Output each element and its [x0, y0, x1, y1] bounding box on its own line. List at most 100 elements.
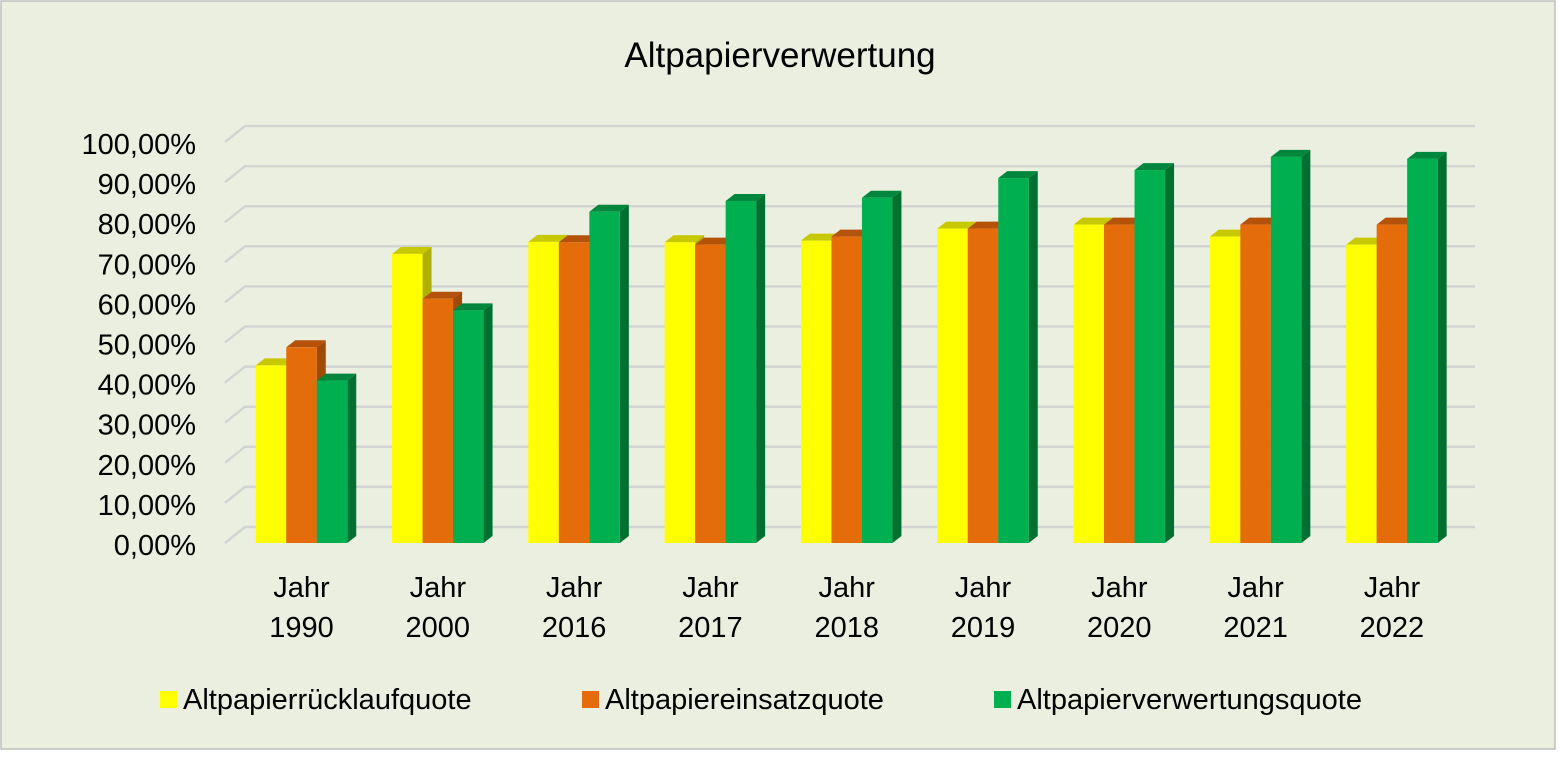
bar-top: [255, 358, 296, 366]
gridlines: [224, 124, 1475, 544]
bar-top: [695, 237, 735, 245]
legend-item: Altpapierverwertungsquote: [994, 684, 1362, 716]
bar: [589, 204, 629, 544]
bar-side: [1301, 149, 1311, 543]
bar-top: [1346, 237, 1386, 245]
legend-item: Altpapiereinsatzquote: [582, 684, 884, 716]
x-tick-label: Jahr: [955, 572, 1012, 604]
x-tick-label: 2021: [1223, 612, 1288, 644]
bar-top: [392, 246, 432, 254]
x-tick-label: 2017: [678, 612, 743, 644]
legend-label: Altpapierverwertungsquote: [1017, 684, 1362, 716]
bar-front: [1073, 224, 1105, 543]
bar: [725, 193, 766, 543]
gridline: [224, 525, 1475, 544]
y-tick-label: 80,00%: [98, 209, 196, 241]
bar-top: [861, 190, 902, 198]
bar-front: [255, 365, 287, 543]
bar-top: [831, 229, 871, 237]
x-tick-label: 2020: [1087, 612, 1152, 644]
legend-swatch: [994, 691, 1011, 708]
x-tick-label: 2000: [406, 612, 471, 644]
gridline: [224, 325, 1475, 344]
bar-top: [725, 193, 766, 201]
bar-front: [800, 240, 832, 543]
x-tick-label: Jahr: [682, 572, 739, 604]
bar-front: [861, 197, 893, 543]
legend-item: Altpapierrücklaufquote: [160, 684, 472, 716]
legend: Altpapierrücklaufquote Altpapiereinsatzqu…: [160, 684, 1362, 716]
bar: [998, 171, 1038, 543]
x-tick-label: 2019: [951, 612, 1016, 644]
bar-top: [998, 171, 1038, 179]
bar-side: [1437, 151, 1447, 544]
gridline: [224, 124, 1475, 143]
y-tick-label: 50,00%: [98, 330, 196, 362]
x-tick-label: 2022: [1360, 612, 1425, 644]
bar-top: [422, 291, 463, 299]
gridline: [224, 204, 1475, 224]
bar-front: [664, 242, 696, 543]
y-tick-label: 90,00%: [98, 169, 196, 201]
bar-front: [725, 200, 757, 543]
x-tick-label: 2018: [814, 612, 879, 644]
x-tick-label: 1990: [269, 612, 334, 644]
y-tick-label: 30,00%: [98, 410, 196, 442]
bar-front: [1270, 156, 1302, 543]
chart-title: Altpapierverwertung: [624, 36, 935, 75]
bar-front: [1104, 224, 1135, 543]
bar-side: [1028, 171, 1038, 543]
bar-front: [998, 178, 1029, 543]
bar: [1134, 163, 1175, 543]
bar-front: [392, 253, 423, 543]
bar-front: [422, 298, 454, 543]
bar-top: [589, 204, 629, 212]
gridline: [224, 485, 1475, 504]
bar-top: [558, 235, 599, 243]
legend-label: Altpapierrücklaufquote: [183, 684, 472, 716]
bar: [453, 303, 493, 543]
legend-swatch: [582, 691, 599, 708]
gridline: [224, 164, 1475, 184]
bar-top: [1104, 217, 1144, 225]
bar-front: [1240, 224, 1271, 543]
bar-front: [528, 241, 559, 543]
legend-label: Altpapiereinsatzquote: [605, 684, 884, 716]
bar: [1270, 149, 1311, 543]
bar-top: [453, 303, 493, 311]
gridline: [224, 365, 1475, 384]
bar-side: [1165, 163, 1175, 543]
bar-top: [1240, 217, 1280, 225]
bar-front: [1376, 224, 1408, 543]
x-tick-label: Jahr: [1364, 572, 1421, 604]
y-tick-label: 100,00%: [82, 129, 197, 161]
bar-front: [589, 211, 620, 544]
y-tick-label: 20,00%: [98, 450, 196, 482]
bar-front: [1346, 244, 1377, 543]
bar-front: [453, 310, 484, 543]
y-axis-labels: 0,00% 10,00% 20,00% 30,00% 40,00% 50,00% 60,00…: [82, 129, 197, 562]
y-tick-label: 40,00%: [98, 370, 196, 402]
y-tick-label: 0,00%: [114, 530, 196, 562]
bar-front: [695, 244, 726, 543]
bar-top: [286, 340, 326, 348]
gridline: [224, 405, 1475, 424]
bars: [255, 149, 1447, 544]
x-tick-label: Jahr: [818, 572, 875, 604]
x-tick-label: Jahr: [273, 572, 330, 604]
bar-side: [756, 193, 766, 543]
bar-front: [967, 228, 999, 543]
bar-side: [619, 204, 629, 544]
bar-top: [316, 373, 357, 381]
bar-front: [558, 242, 590, 543]
bar-side: [347, 373, 357, 543]
gridline: [224, 285, 1475, 304]
bar-front: [286, 347, 317, 543]
bar: [316, 373, 357, 543]
bar-top: [1376, 217, 1417, 225]
x-tick-label: Jahr: [410, 572, 467, 604]
bar-front: [831, 236, 862, 544]
x-tick-label: Jahr: [546, 572, 603, 604]
